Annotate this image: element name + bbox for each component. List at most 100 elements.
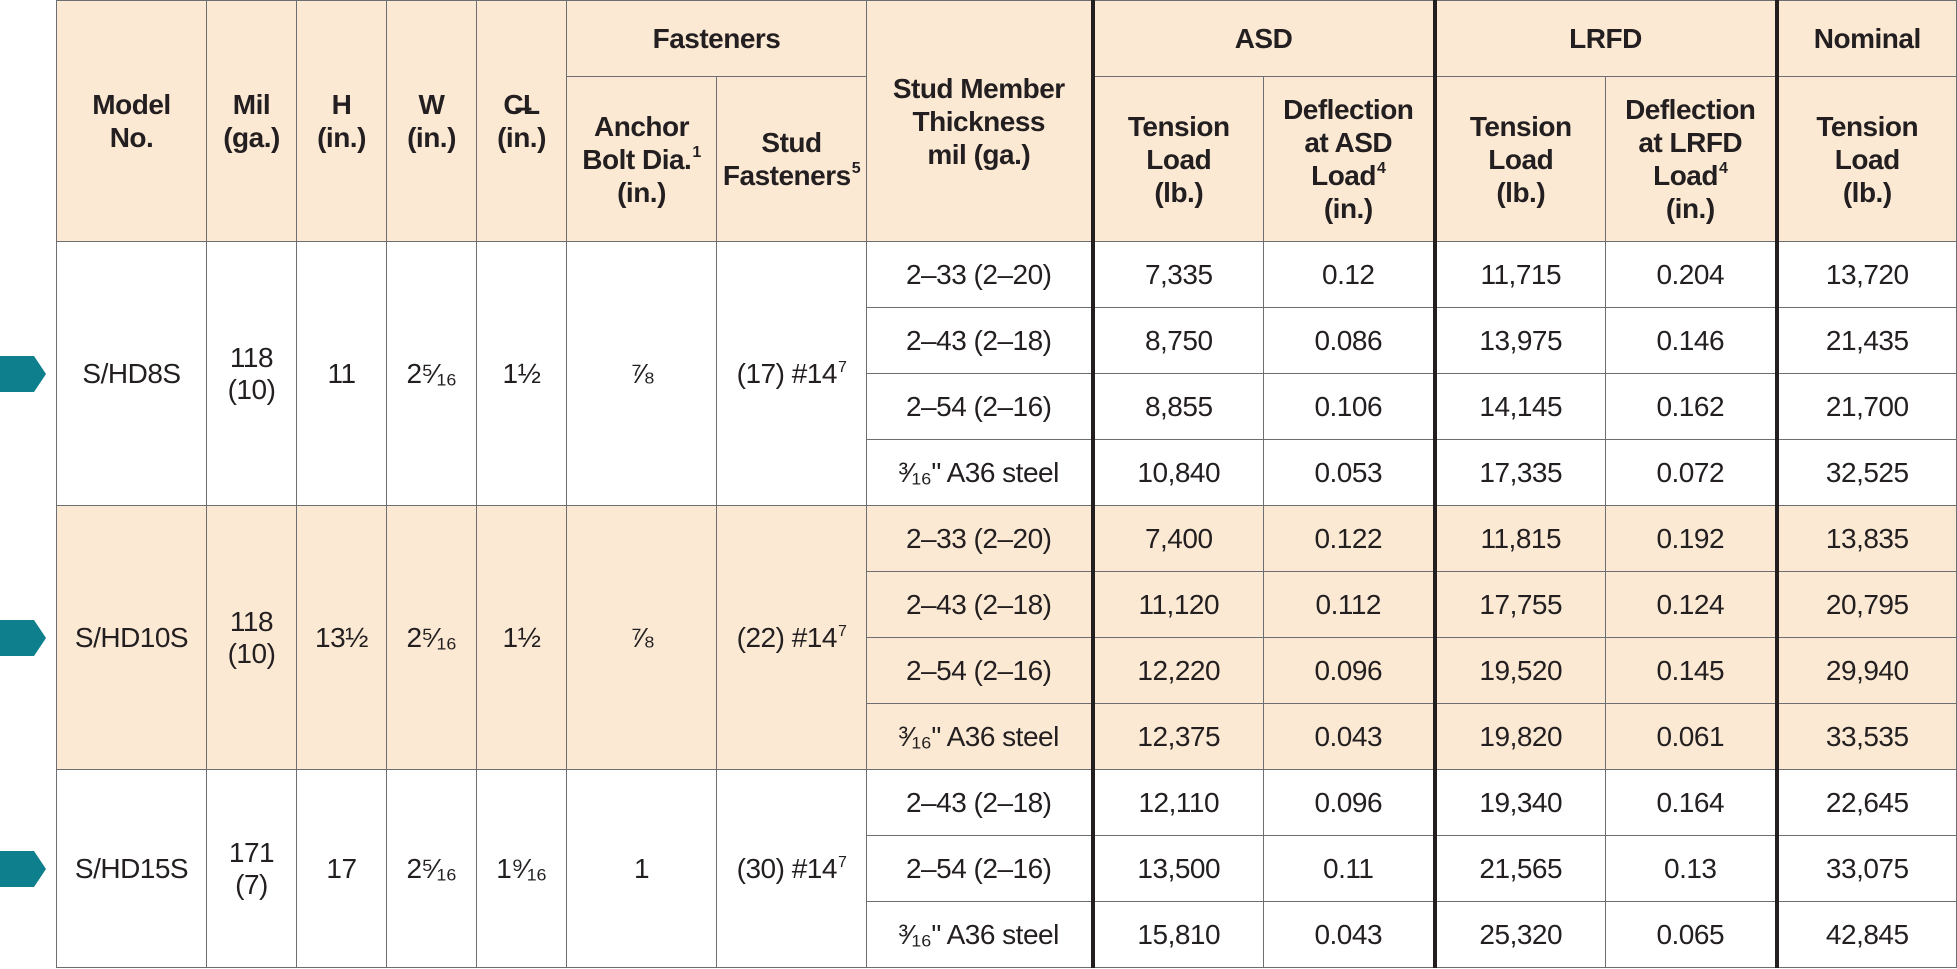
model-no-cell: S/HD15S <box>56 769 207 968</box>
asd-deflection-cell: 0.122 <box>1263 505 1435 572</box>
h-cell: 13½ <box>296 505 387 770</box>
nominal-tension-cell: 20,795 <box>1774 571 1957 638</box>
asd-deflection-cell: 0.096 <box>1263 769 1435 836</box>
header-asd-deflection: Deflection at ASD Load4 (in.) <box>1263 76 1435 242</box>
lrfd-tension-cell: 13,975 <box>1432 307 1606 374</box>
asd-deflection-cell: 0.112 <box>1263 571 1435 638</box>
anchor-bolt-cell: 1 <box>566 769 717 968</box>
centerline-cell: 1½ <box>476 241 567 506</box>
stud-thickness-cell: 2–43 (2–18) <box>866 769 1093 836</box>
h-cell: 11 <box>296 241 387 506</box>
header-lrfd-tension-load: Tension Load (lb.) <box>1432 76 1606 242</box>
header-asd: ASD <box>1090 0 1435 77</box>
hold-down-load-table: Model No. Mil (ga.) H (in.) W (in.) C̶L … <box>56 0 1957 968</box>
stud-fasteners-cell: (22) #147 <box>716 505 867 770</box>
header-nominal-tension-load: Tension Load (lb.) <box>1774 76 1957 242</box>
asd-deflection-cell: 0.043 <box>1263 703 1435 770</box>
header-stud-member-thickness: Stud Member Thickness mil (ga.) <box>866 0 1093 242</box>
asd-deflection-cell: 0.053 <box>1263 439 1435 506</box>
stud-thickness-cell: 2–54 (2–16) <box>866 637 1093 704</box>
header-stud-fasteners: Stud Fasteners5 <box>716 76 867 242</box>
lrfd-tension-cell: 14,145 <box>1432 373 1606 440</box>
asd-tension-cell: 11,120 <box>1090 571 1264 638</box>
asd-tension-cell: 7,335 <box>1090 241 1264 308</box>
lrfd-deflection-cell: 0.065 <box>1605 901 1777 968</box>
lrfd-deflection-cell: 0.072 <box>1605 439 1777 506</box>
lrfd-tension-cell: 19,340 <box>1432 769 1606 836</box>
nominal-tension-cell: 29,940 <box>1774 637 1957 704</box>
stud-thickness-cell: ³⁄₁₆" A36 steel <box>866 439 1093 506</box>
stud-thickness-cell: ³⁄₁₆" A36 steel <box>866 901 1093 968</box>
stud-thickness-cell: 2–54 (2–16) <box>866 835 1093 902</box>
mil-cell: 118 (10) <box>206 505 297 770</box>
nominal-tension-cell: 21,435 <box>1774 307 1957 374</box>
lrfd-tension-cell: 25,320 <box>1432 901 1606 968</box>
stud-thickness-cell: 2–33 (2–20) <box>866 505 1093 572</box>
lrfd-deflection-cell: 0.13 <box>1605 835 1777 902</box>
table-row: 2–43 (2–18) 11,120 0.112 17,755 0.124 20,795 <box>57 571 1957 638</box>
centerline-cell: 1⁹⁄₁₆ <box>476 769 567 968</box>
lrfd-tension-cell: 17,755 <box>1432 571 1606 638</box>
stud-thickness-cell: 2–33 (2–20) <box>866 241 1093 308</box>
centerline-cell: 1½ <box>476 505 567 770</box>
table-row: 2–54 (2–16) 12,220 0.096 19,520 0.145 29,940 <box>57 637 1957 704</box>
nominal-tension-cell: 21,700 <box>1774 373 1957 440</box>
header-nominal: Nominal <box>1774 0 1957 77</box>
header-model-no: Model No. <box>56 0 207 242</box>
asd-tension-cell: 12,220 <box>1090 637 1264 704</box>
lrfd-tension-cell: 21,565 <box>1432 835 1606 902</box>
lrfd-deflection-cell: 0.204 <box>1605 241 1777 308</box>
asd-tension-cell: 8,750 <box>1090 307 1264 374</box>
header-lrfd: LRFD <box>1432 0 1777 77</box>
h-cell: 17 <box>296 769 387 968</box>
w-cell: 2⁵⁄₁₆ <box>386 241 477 506</box>
lrfd-tension-cell: 19,820 <box>1432 703 1606 770</box>
w-cell: 2⁵⁄₁₆ <box>386 769 477 968</box>
table-body: S/HD8S 118 (10) 11 2⁵⁄₁₆ 1½ ⅞ (17) #147 2–33 (2–… <box>56 241 1957 968</box>
asd-tension-cell: 13,500 <box>1090 835 1264 902</box>
stud-thickness-cell: 2–43 (2–18) <box>866 307 1093 374</box>
header-mil: Mil (ga.) <box>206 0 297 242</box>
nominal-tension-cell: 33,075 <box>1774 835 1957 902</box>
asd-deflection-cell: 0.096 <box>1263 637 1435 704</box>
lrfd-tension-cell: 19,520 <box>1432 637 1606 704</box>
header-centerline: C̶L (in.) <box>476 0 567 242</box>
lrfd-deflection-cell: 0.162 <box>1605 373 1777 440</box>
asd-deflection-cell: 0.106 <box>1263 373 1435 440</box>
teal-arrow-tab-icon <box>0 851 46 887</box>
lrfd-tension-cell: 17,335 <box>1432 439 1606 506</box>
nominal-tension-cell: 33,535 <box>1774 703 1957 770</box>
table-row: 2–54 (2–16) 13,500 0.11 21,565 0.13 33,075 <box>57 835 1957 902</box>
table-row: S/HD10S 118 (10) 13½ 2⁵⁄₁₆ 1½ ⅞ (22) #147 2–33 (… <box>56 505 1957 770</box>
table-row: 2–43 (2–18) 8,750 0.086 13,975 0.146 21,435 <box>57 307 1957 374</box>
lrfd-tension-cell: 11,815 <box>1432 505 1606 572</box>
lrfd-deflection-cell: 0.146 <box>1605 307 1777 374</box>
table-row: S/HD8S 118 (10) 11 2⁵⁄₁₆ 1½ ⅞ (17) #147 2–33 (2–… <box>56 241 1957 506</box>
stud-fasteners-cell: (30) #147 <box>716 769 867 968</box>
asd-deflection-cell: 0.043 <box>1263 901 1435 968</box>
nominal-tension-cell: 22,645 <box>1774 769 1957 836</box>
model-no-cell: S/HD8S <box>56 241 207 506</box>
stud-thickness-cell: 2–54 (2–16) <box>866 373 1093 440</box>
header-fasteners: Fasteners <box>566 0 867 77</box>
nominal-tension-cell: 32,525 <box>1774 439 1957 506</box>
table-row: S/HD15S 171 (7) 17 2⁵⁄₁₆ 1⁹⁄₁₆ 1 (30) #147 2–43 … <box>56 769 1957 968</box>
header-anchor-bolt: Anchor Bolt Dia.1 (in.) <box>566 76 717 242</box>
teal-arrow-tab-icon <box>0 356 46 392</box>
asd-tension-cell: 7,400 <box>1090 505 1264 572</box>
w-cell: 2⁵⁄₁₆ <box>386 505 477 770</box>
lrfd-deflection-cell: 0.124 <box>1605 571 1777 638</box>
table-row: 2–54 (2–16) 8,855 0.106 14,145 0.162 21,700 <box>57 373 1957 440</box>
lrfd-deflection-cell: 0.164 <box>1605 769 1777 836</box>
nominal-tension-cell: 13,835 <box>1774 505 1957 572</box>
asd-deflection-cell: 0.12 <box>1263 241 1435 308</box>
anchor-bolt-cell: ⅞ <box>566 505 717 770</box>
anchor-bolt-cell: ⅞ <box>566 241 717 506</box>
asd-tension-cell: 12,375 <box>1090 703 1264 770</box>
nominal-tension-cell: 42,845 <box>1774 901 1957 968</box>
header-asd-tension-load: Tension Load (lb.) <box>1090 76 1264 242</box>
lrfd-deflection-cell: 0.145 <box>1605 637 1777 704</box>
header-lrfd-deflection: Deflection at LRFD Load4 (in.) <box>1605 76 1777 242</box>
asd-tension-cell: 10,840 <box>1090 439 1264 506</box>
header-h: H (in.) <box>296 0 387 242</box>
